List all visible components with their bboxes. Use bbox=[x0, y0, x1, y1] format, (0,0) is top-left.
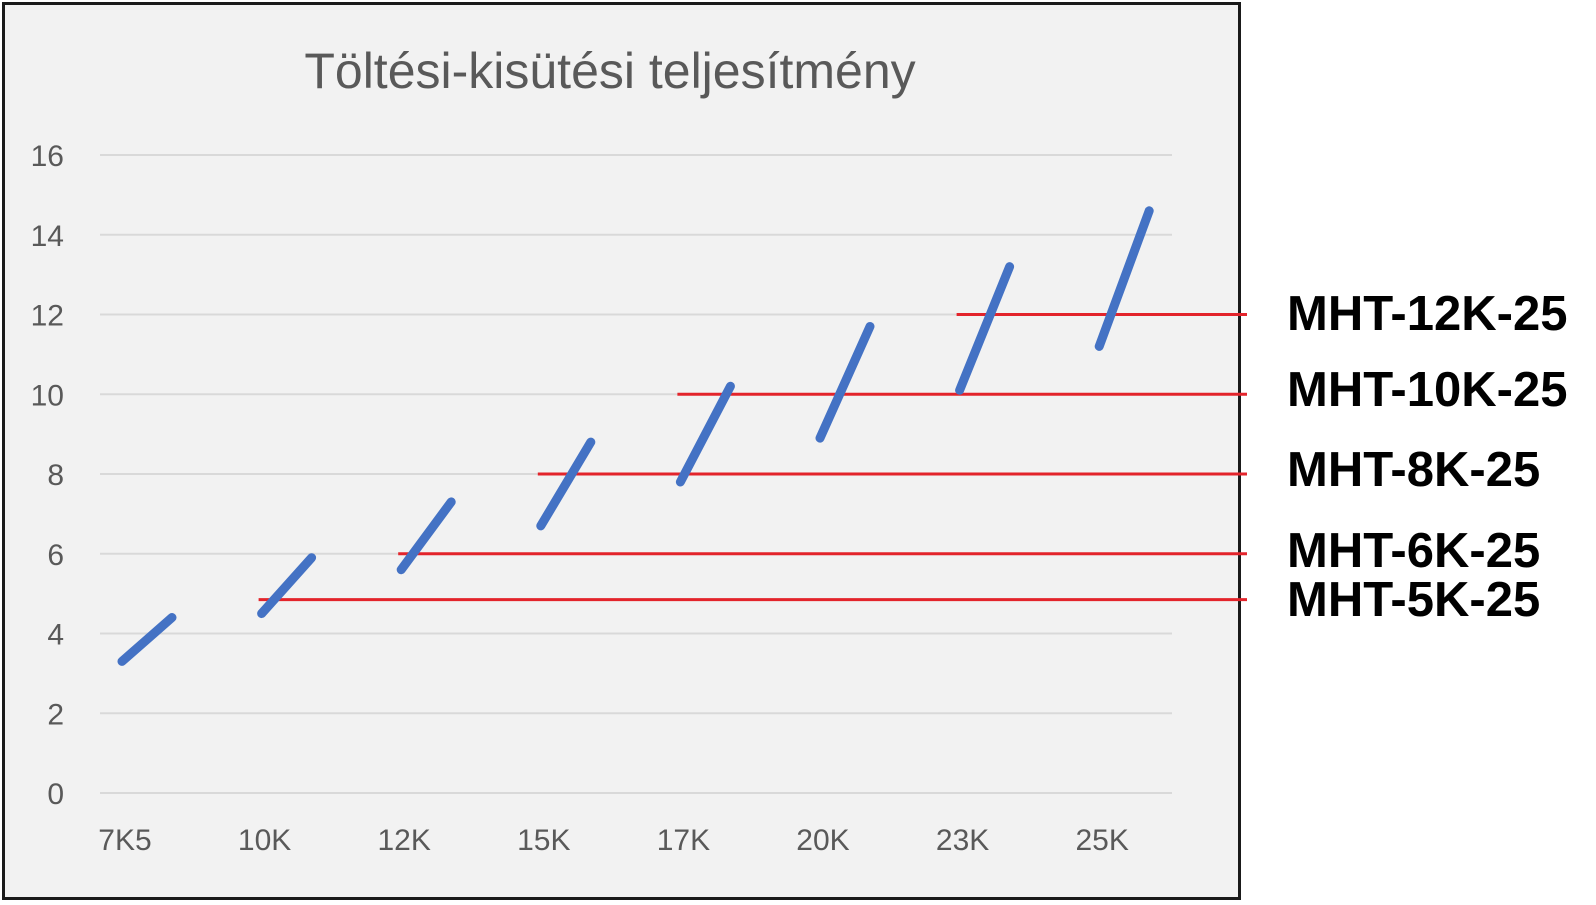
reference-label: MHT-5K-25 bbox=[1287, 573, 1540, 627]
series-segment bbox=[815, 321, 875, 443]
reference-labels: MHT-12K-25 MHT-10K-25 MHT-8K-25 MHT-6K-25MH… bbox=[1287, 287, 1567, 627]
series-segment bbox=[257, 553, 317, 619]
x-tick-label: 12K bbox=[378, 824, 431, 857]
reference-label: MHT-8K-25 bbox=[1287, 443, 1540, 497]
y-axis: 0 2 4 6 8 10 12 14 16 bbox=[31, 140, 64, 811]
reference-lines bbox=[258, 313, 1247, 602]
series-segment bbox=[1094, 206, 1154, 351]
x-axis: 7K5 10K 12K 15K 17K 20K 23K 25K bbox=[98, 824, 1129, 857]
chart-title: Töltési-kisütési teljesítmény bbox=[304, 43, 915, 99]
y-tick-label: 10 bbox=[31, 379, 64, 412]
x-tick-label: 25K bbox=[1076, 824, 1129, 857]
series-segment bbox=[117, 613, 177, 666]
y-tick-label: 8 bbox=[47, 459, 64, 492]
reference-label: MHT-12K-25 bbox=[1287, 287, 1567, 341]
reference-label: MHT-10K-25 bbox=[1287, 363, 1567, 417]
series bbox=[117, 206, 1154, 666]
y-tick-label: 0 bbox=[47, 778, 64, 811]
series-segment bbox=[955, 262, 1015, 395]
x-tick-label: 7K5 bbox=[98, 824, 151, 857]
series-segment bbox=[396, 497, 456, 575]
chart-frame bbox=[2, 2, 1241, 900]
y-tick-label: 14 bbox=[31, 220, 64, 253]
y-tick-label: 6 bbox=[47, 539, 64, 572]
reference-label: MHT-6K-25 bbox=[1287, 524, 1540, 578]
y-tick-label: 12 bbox=[31, 300, 64, 333]
x-tick-label: 23K bbox=[936, 824, 989, 857]
x-tick-label: 15K bbox=[517, 824, 570, 857]
series-segment bbox=[675, 381, 735, 487]
y-tick-label: 4 bbox=[47, 619, 64, 652]
x-tick-label: 20K bbox=[796, 824, 849, 857]
series-segment bbox=[536, 437, 596, 531]
x-tick-label: 17K bbox=[657, 824, 710, 857]
x-tick-label: 10K bbox=[238, 824, 291, 857]
y-tick-label: 16 bbox=[31, 140, 64, 173]
y-tick-label: 2 bbox=[47, 698, 64, 731]
